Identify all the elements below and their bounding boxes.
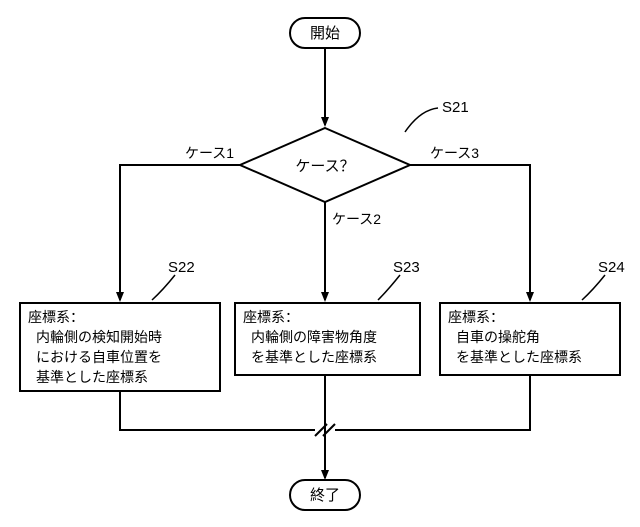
s24-title: 座標系： <box>448 309 504 325</box>
callout-curve-s21 <box>405 108 438 132</box>
branch-label-case3: ケース3 <box>430 145 479 161</box>
s22-title: 座標系： <box>28 309 84 325</box>
process-s24: 座標系： 自車の操舵角 を基準とした座標系 <box>440 303 620 375</box>
edge-s24-merge <box>335 375 530 430</box>
edge-s22-merge <box>120 391 315 430</box>
step-label-s21: S21 <box>442 99 469 116</box>
s23-title: 座標系： <box>243 309 299 325</box>
end-terminator: 終了 <box>290 480 360 510</box>
callout-curve-s24 <box>582 275 605 300</box>
start-terminator: 開始 <box>290 18 360 48</box>
branch-label-case2: ケース2 <box>332 211 381 227</box>
step-label-s23: S23 <box>393 259 420 276</box>
edge-case3 <box>410 165 530 300</box>
callout-curve-s22 <box>152 275 175 300</box>
s24-line1: 自車の操舵角 <box>456 329 540 345</box>
s23-line1: 内輪側の障害物角度 <box>251 329 377 345</box>
step-label-s22: S22 <box>168 259 195 276</box>
s22-line1: 内輪側の検知開始時 <box>36 329 162 345</box>
process-s23: 座標系： 内輪側の障害物角度 を基準とした座標系 <box>235 303 420 375</box>
s22-line3: 基準とした座標系 <box>36 369 148 385</box>
edge-case1 <box>120 165 240 300</box>
end-label: 終了 <box>310 487 340 504</box>
decision-label: ケース？ <box>295 158 354 175</box>
callout-curve-s23 <box>378 275 400 300</box>
process-s22: 座標系： 内輪側の検知開始時 における自車位置を 基準とした座標系 <box>20 303 220 391</box>
branch-label-case1: ケース1 <box>185 145 234 161</box>
s22-line2: における自車位置を <box>36 349 162 365</box>
step-label-s24: S24 <box>598 259 625 276</box>
flowchart-canvas: 開始 ケース？ S21 ケース1 ケース2 ケース3 座標系： 内輪側の検知開始… <box>0 0 640 527</box>
s23-line2: を基準とした座標系 <box>251 349 377 365</box>
s24-line2: を基準とした座標系 <box>456 349 582 365</box>
decision-node: ケース？ <box>240 128 410 202</box>
start-label: 開始 <box>310 25 340 42</box>
